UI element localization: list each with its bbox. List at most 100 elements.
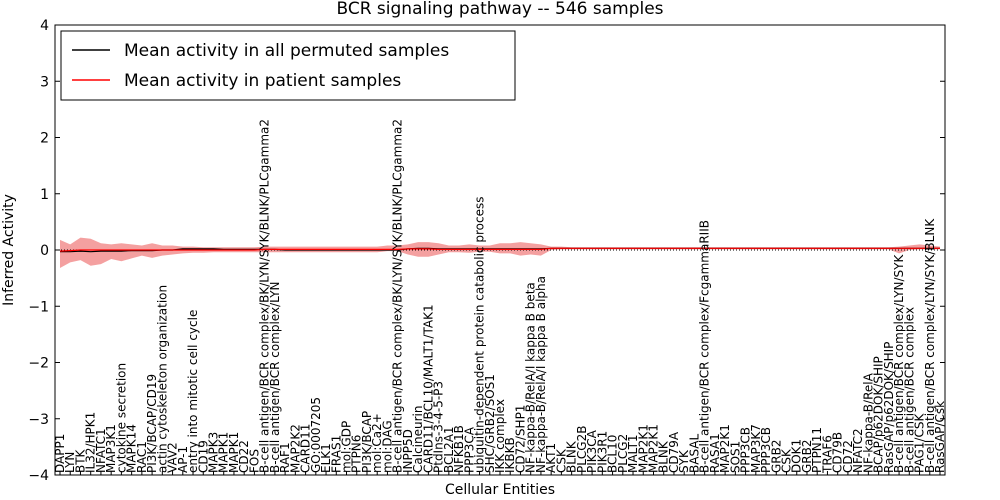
x-tick-label: PIK3CA	[585, 429, 599, 473]
y-tick-label: −4	[28, 468, 49, 484]
x-tick-label: PPP3CA	[462, 426, 476, 473]
series-layer	[59, 247, 940, 253]
series-line-1	[59, 247, 940, 252]
x-tick-label: PPP3CB	[739, 427, 753, 473]
x-tick-label: CD79B	[831, 432, 845, 473]
x-tick-label: Calcineurin	[411, 406, 425, 473]
x-tick-label: mol:GDP	[340, 421, 354, 473]
patient-range-band-layer	[60, 237, 940, 268]
x-tick-label: BLNK	[565, 440, 579, 473]
x-tick-label: CARD11	[299, 424, 313, 473]
x-tick-label: NFATC2	[851, 428, 865, 473]
x-tick-label: GRB2	[769, 439, 783, 473]
x-tick-label: B-cell antigen/BCR complex/LYN/SYK/BLNK	[923, 218, 937, 473]
x-tick-label: entry into mitotic cell cycle	[186, 310, 200, 473]
x-tick-label: CD72	[841, 440, 855, 473]
x-tick-label: NFKB1B	[452, 425, 466, 473]
x-tick-label: CD22	[237, 440, 251, 473]
x-tick-label: ELK1	[319, 443, 333, 473]
x-tick-label: PAG1/CSK	[913, 413, 927, 473]
x-tick-label: GRB2	[800, 439, 814, 473]
legend: Mean activity in all permuted samples Me…	[60, 30, 516, 101]
y-tick-label: 4	[40, 18, 49, 34]
y-tick-label: 2	[40, 131, 49, 147]
x-tick-label: DAPP1	[53, 434, 67, 473]
x-tick-label: CD79A	[667, 431, 681, 473]
x-tick-label: MALT1	[626, 434, 640, 473]
x-tick-label: GO:0007205	[309, 397, 323, 473]
x-tick-label: CSK	[780, 448, 794, 473]
x-tick-label: B-cell antigen/BCR complex/BK/LYN/SYK/BL…	[391, 119, 405, 473]
x-tick-labels: DAPP1LYNBTKIL32/HPK1NFATC1MAP3K1cytokine…	[53, 119, 947, 475]
x-tick-label: B-cell antigen/BCR complex/LYN	[268, 281, 282, 473]
x-tick-label: MAP3K1	[104, 424, 118, 473]
x-tick-label: RasGAP/p62DOK/SHIP	[882, 342, 896, 473]
x-tick-label: FRAS1	[329, 435, 343, 473]
x-tick-label: BCL10	[606, 435, 620, 473]
x-tick-label: SOS1	[728, 441, 742, 473]
x-tick-label: MAP2K1	[647, 424, 661, 473]
x-tick-label: PtdIns-3-4-5-P3	[432, 381, 446, 473]
x-tick-label: BASAL	[687, 434, 701, 473]
x-tick-label: mol:DAG	[380, 420, 394, 473]
x-tick-label: PI3K/BCAP/CD19	[145, 374, 159, 473]
x-tick-label: BLNK	[657, 440, 671, 473]
x-tick-label: MAP2K1	[718, 424, 732, 473]
y-tick-label: 0	[40, 243, 49, 259]
x-tick-label: B-cell antigen/BCR complex/FcgammaRIIB	[698, 220, 712, 473]
x-tick-label: LYN	[63, 452, 77, 473]
x-tick-label: IKK complex	[493, 399, 507, 473]
x-tick-label: IL32/HPK1	[84, 412, 98, 473]
plot-frame	[54, 24, 946, 476]
x-tick-label: DOK1	[790, 439, 804, 473]
x-tick-label: mol:Ca2+	[370, 413, 384, 473]
x-tick-label: MAP2K1	[636, 424, 650, 473]
x-tick-label: MAPK14	[125, 424, 139, 473]
x-tick-label: NF-kappa-B/RelA/I kappa B beta	[524, 282, 538, 473]
x-tick-label: FOS	[247, 449, 261, 473]
x-axis-label: Cellular Entities	[445, 482, 555, 498]
x-tick-label: TRAF6	[820, 435, 834, 474]
x-tick-label: MAPK1	[217, 432, 231, 473]
y-axis-label: Inferred Activity	[1, 194, 17, 306]
y-tick-label: −1	[28, 299, 49, 315]
x-tick-label: RASA1	[708, 433, 722, 473]
x-tick-label: ubiquitin-dependent protein catabolic pr…	[473, 197, 487, 473]
x-tick-label: CD72/SHP1	[514, 405, 528, 473]
x-tick-label: MAPK3	[207, 432, 221, 473]
x-tick-label: PPP3CB	[759, 427, 773, 473]
x-tick-label: PLCG2B	[575, 426, 589, 473]
x-tick-label: PTPN6	[350, 435, 364, 473]
x-tick-label: AP-1	[176, 446, 190, 473]
y-ticks: −4 −3 −2 −1 0 1 2 3 4	[28, 18, 945, 484]
x-tick-label: RAF1	[278, 442, 292, 473]
x-tick-label: SYK	[677, 449, 691, 473]
x-tick-label: MAP2K2	[288, 424, 302, 473]
y-tick-label: 3	[40, 74, 49, 90]
x-tick-label: VAV2	[166, 442, 180, 473]
x-tick-label: actin cytoskeleton organization	[155, 285, 169, 473]
x-tick-label: PTPN11	[810, 427, 824, 473]
y-tick-label: 1	[40, 187, 49, 203]
x-tick-label: RAC1	[135, 441, 149, 473]
x-tick-label: B-cell antigen/BCR complex	[902, 307, 916, 473]
patient-range-band	[60, 237, 940, 268]
x-tick-label: NF-kappa-B/RelA	[861, 372, 875, 473]
x-tick-label: AKT1	[544, 443, 558, 473]
x-tick-label: PLCG2	[616, 434, 630, 473]
x-tick-label: INPP5D	[401, 429, 415, 473]
x-tick-label: BCAP/p62DOK/SHIP	[872, 356, 886, 473]
x-tick-label: CSK	[554, 448, 568, 473]
y-tick-label: −2	[28, 356, 49, 372]
x-tick-label: PIK3R1	[595, 431, 609, 473]
x-tick-label: NF-kappa-B/RelA/I kappa B alpha	[534, 276, 548, 473]
chart-title: BCR signaling pathway -- 546 samples	[336, 0, 663, 19]
y-tick-label: −3	[28, 412, 49, 428]
x-tick-label: MAP3K7	[749, 424, 763, 473]
x-tick-label: MAPK1	[227, 432, 241, 473]
x-tick-label: cytokine secretion	[114, 363, 128, 473]
x-tick-label: SHC/GRB2/SOS1	[483, 374, 497, 473]
x-tick-label: IKBKB	[503, 437, 517, 473]
legend-box	[60, 30, 516, 101]
